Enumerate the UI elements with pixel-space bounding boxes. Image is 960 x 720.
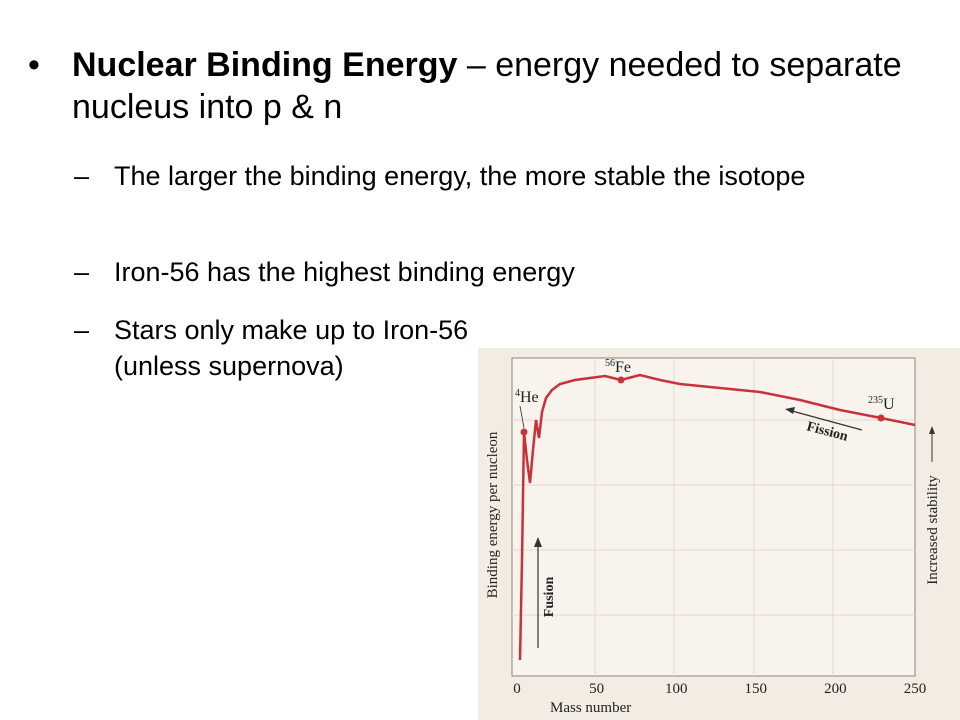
- x-tick-label: 200: [824, 681, 847, 697]
- term: Nuclear Binding Energy: [72, 46, 458, 84]
- x-axis-label: Mass number: [550, 700, 631, 716]
- x-tick-label: 100: [665, 681, 688, 697]
- arrowhead: [534, 537, 542, 547]
- element-symbol: Fe: [615, 359, 631, 376]
- x-tick-label: 0: [513, 681, 521, 697]
- fusion-label: Fusion: [542, 577, 557, 618]
- dash: –: [74, 257, 90, 287]
- dash: –: [74, 161, 90, 191]
- definition: – energy needed to separate nucleus into…: [72, 46, 902, 126]
- point-label: 235U: [868, 395, 895, 413]
- point-label: 4He: [515, 388, 539, 406]
- sub-bullet: The larger the binding energy, the more …: [114, 161, 806, 191]
- dash: –: [74, 315, 90, 345]
- element-symbol: He: [520, 389, 539, 406]
- main-bullet: Nuclear Binding Energy – energy needed t…: [72, 44, 902, 128]
- sub-bullet: Iron-56 has the highest binding energy: [114, 257, 575, 287]
- x-tick-label: 50: [589, 681, 604, 697]
- arrowhead: [929, 426, 935, 434]
- point-marker: [877, 414, 885, 422]
- bullet-marker: •: [28, 46, 40, 84]
- element-symbol: U: [883, 396, 895, 413]
- x-tick-label: 150: [745, 681, 768, 697]
- point-marker: [520, 428, 528, 436]
- grid: [512, 358, 915, 676]
- point-label: 56Fe: [605, 358, 631, 376]
- side-label: Increased stability: [925, 475, 941, 585]
- leader-line: [519, 405, 525, 429]
- superscript: 56: [605, 358, 615, 369]
- superscript: 235: [868, 395, 883, 406]
- arrowhead: [785, 407, 795, 414]
- y-axis-label: Binding energy per nucleon: [485, 431, 501, 598]
- x-tick-label: 250: [904, 681, 927, 697]
- superscript: 4: [515, 388, 520, 399]
- point-marker: [617, 376, 625, 384]
- binding-curve: [518, 373, 916, 661]
- plot-area: [511, 357, 916, 677]
- sub-bullet: Stars only make up to Iron-56 (unless su…: [114, 315, 469, 381]
- fission-arrow: [791, 410, 863, 431]
